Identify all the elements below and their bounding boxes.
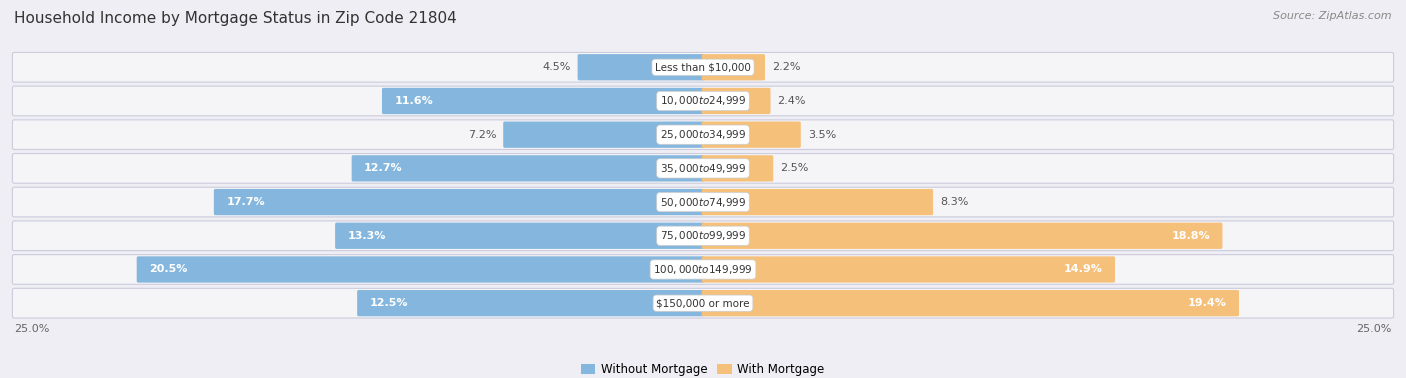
FancyBboxPatch shape — [13, 255, 1393, 284]
FancyBboxPatch shape — [702, 189, 934, 215]
Text: Household Income by Mortgage Status in Zip Code 21804: Household Income by Mortgage Status in Z… — [14, 11, 457, 26]
FancyBboxPatch shape — [13, 288, 1393, 318]
FancyBboxPatch shape — [13, 120, 1393, 149]
Text: $50,000 to $74,999: $50,000 to $74,999 — [659, 195, 747, 209]
Text: 8.3%: 8.3% — [941, 197, 969, 207]
Legend: Without Mortgage, With Mortgage: Without Mortgage, With Mortgage — [576, 358, 830, 378]
Text: 2.5%: 2.5% — [780, 163, 808, 174]
Text: $100,000 to $149,999: $100,000 to $149,999 — [654, 263, 752, 276]
Text: 3.5%: 3.5% — [807, 130, 837, 139]
Text: 2.2%: 2.2% — [772, 62, 800, 72]
FancyBboxPatch shape — [13, 86, 1393, 116]
FancyBboxPatch shape — [702, 256, 1115, 283]
Text: 11.6%: 11.6% — [394, 96, 433, 106]
FancyBboxPatch shape — [13, 187, 1393, 217]
Text: 17.7%: 17.7% — [226, 197, 264, 207]
FancyBboxPatch shape — [702, 121, 801, 148]
Text: 25.0%: 25.0% — [14, 324, 49, 334]
FancyBboxPatch shape — [136, 256, 704, 283]
FancyBboxPatch shape — [13, 53, 1393, 82]
FancyBboxPatch shape — [702, 290, 1239, 316]
FancyBboxPatch shape — [702, 88, 770, 114]
Text: 20.5%: 20.5% — [149, 265, 187, 274]
Text: 13.3%: 13.3% — [347, 231, 385, 241]
Text: 7.2%: 7.2% — [468, 130, 496, 139]
Text: $35,000 to $49,999: $35,000 to $49,999 — [659, 162, 747, 175]
FancyBboxPatch shape — [352, 155, 704, 181]
Text: 4.5%: 4.5% — [543, 62, 571, 72]
FancyBboxPatch shape — [335, 223, 704, 249]
Text: 12.7%: 12.7% — [364, 163, 402, 174]
FancyBboxPatch shape — [702, 54, 765, 81]
Text: 19.4%: 19.4% — [1188, 298, 1226, 308]
FancyBboxPatch shape — [214, 189, 704, 215]
Text: Less than $10,000: Less than $10,000 — [655, 62, 751, 72]
Text: $75,000 to $99,999: $75,000 to $99,999 — [659, 229, 747, 242]
Text: $25,000 to $34,999: $25,000 to $34,999 — [659, 128, 747, 141]
FancyBboxPatch shape — [702, 223, 1222, 249]
Text: 18.8%: 18.8% — [1171, 231, 1211, 241]
FancyBboxPatch shape — [503, 121, 704, 148]
Text: Source: ZipAtlas.com: Source: ZipAtlas.com — [1274, 11, 1392, 21]
FancyBboxPatch shape — [13, 221, 1393, 251]
Text: 2.4%: 2.4% — [778, 96, 806, 106]
Text: 12.5%: 12.5% — [370, 298, 408, 308]
Text: 14.9%: 14.9% — [1064, 265, 1102, 274]
FancyBboxPatch shape — [382, 88, 704, 114]
FancyBboxPatch shape — [578, 54, 704, 81]
FancyBboxPatch shape — [13, 153, 1393, 183]
Text: 25.0%: 25.0% — [1357, 324, 1392, 334]
Text: $150,000 or more: $150,000 or more — [657, 298, 749, 308]
FancyBboxPatch shape — [702, 155, 773, 181]
Text: $10,000 to $24,999: $10,000 to $24,999 — [659, 94, 747, 107]
FancyBboxPatch shape — [357, 290, 704, 316]
